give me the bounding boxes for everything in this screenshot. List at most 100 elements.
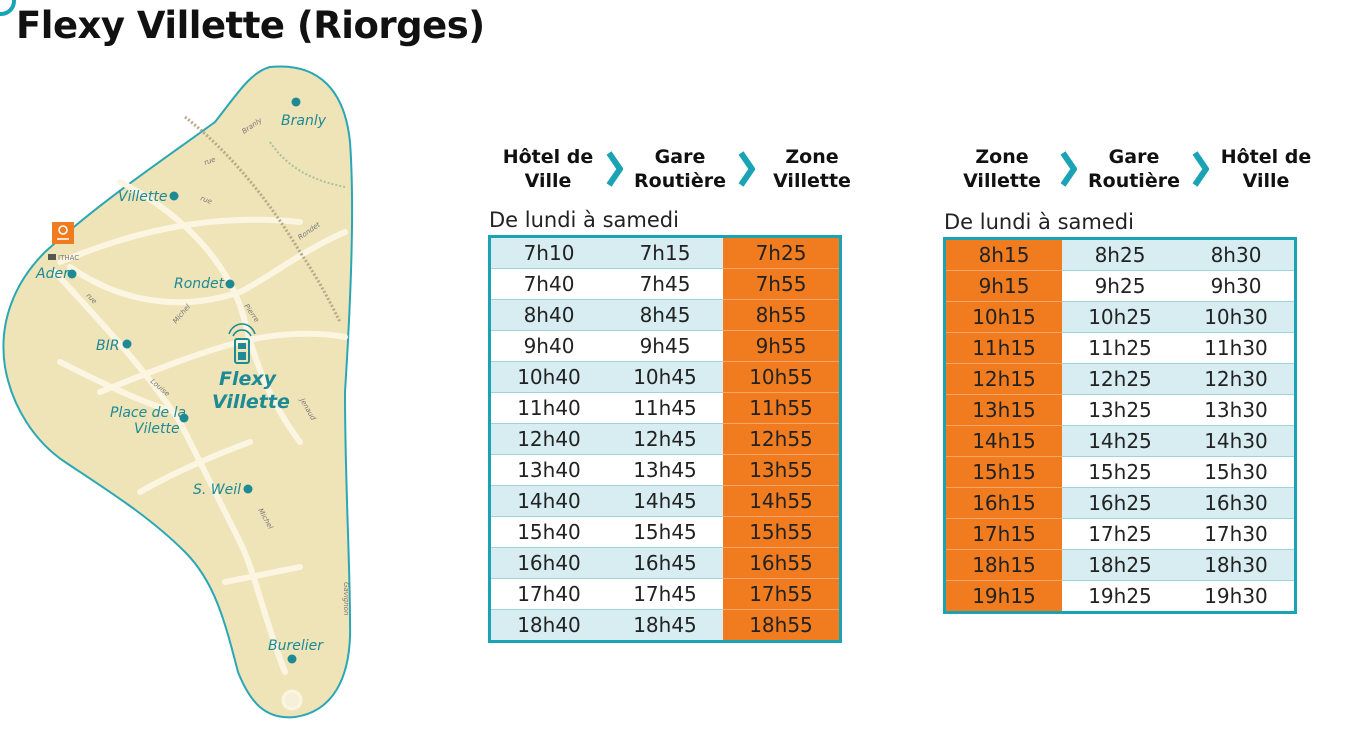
page-title: Flexy Villette (Riorges) — [16, 4, 485, 47]
time-cell: 15h55 — [723, 516, 841, 548]
time-cell: 10h45 — [607, 361, 723, 393]
stop-burelier-dot — [287, 654, 297, 664]
time-cell: 15h15 — [944, 456, 1062, 488]
chevron-right-icon — [1190, 149, 1210, 189]
table-row: 10h40 10h45 10h55 — [489, 361, 841, 393]
table1-header: Hôtel de Ville Gare Routière Zone Villet… — [492, 145, 868, 193]
time-cell: 14h30 — [1178, 425, 1296, 457]
stop-branly-dot — [291, 97, 301, 107]
table1-header-col3: Zone Villette — [773, 146, 851, 192]
time-cell: 14h25 — [1062, 425, 1178, 457]
svg-text:rue: rue — [203, 155, 217, 166]
table-row: 8h15 8h25 8h30 — [944, 238, 1296, 271]
time-cell: 11h25 — [1062, 332, 1178, 364]
stop-ader-dot — [67, 269, 77, 279]
table-row: 9h15 9h25 9h30 — [944, 270, 1296, 302]
time-cell: 17h30 — [1178, 518, 1296, 550]
table2-header-col2: Gare Routière — [1088, 146, 1180, 192]
table-row: 12h40 12h45 12h55 — [489, 423, 841, 455]
stop-sweil-dot — [243, 484, 253, 494]
zone-map: Branly Villette Ader Rondet BIR Place de… — [0, 62, 370, 722]
stop-bir-dot — [122, 339, 132, 349]
table-row: 11h15 11h25 11h30 — [944, 332, 1296, 364]
time-cell: 16h25 — [1062, 487, 1178, 519]
time-cell: 12h15 — [944, 363, 1062, 395]
time-cell: 11h45 — [607, 392, 723, 424]
zone-label-villette: Villette — [212, 391, 290, 413]
table2-header: Zone Villette Gare Routière Hôtel de Vil… — [946, 145, 1322, 193]
time-cell: 17h15 — [944, 518, 1062, 550]
svg-text:rue: rue — [199, 194, 213, 205]
time-cell: 13h45 — [607, 454, 723, 486]
time-cell: 18h25 — [1062, 549, 1178, 581]
time-cell: 11h30 — [1178, 332, 1296, 364]
time-cell: 16h45 — [607, 547, 723, 579]
stop-rondet-label: Rondet — [174, 276, 225, 292]
time-cell: 16h15 — [944, 487, 1062, 519]
time-cell: 12h55 — [723, 423, 841, 455]
time-cell: 9h15 — [944, 270, 1062, 302]
table-row: 12h15 12h25 12h30 — [944, 363, 1296, 395]
time-cell: 19h25 — [1062, 580, 1178, 613]
corner-decoration — [0, 0, 16, 16]
time-cell: 19h15 — [944, 580, 1062, 613]
table-row: 10h15 10h25 10h30 — [944, 301, 1296, 333]
stop-place-villette-dot — [179, 413, 189, 423]
table-row: 7h10 7h15 7h25 — [489, 236, 841, 269]
stop-rondet-dot — [225, 279, 235, 289]
time-cell: 16h30 — [1178, 487, 1296, 519]
time-cell: 13h30 — [1178, 394, 1296, 426]
time-cell: 7h45 — [607, 268, 723, 300]
stop-place-label-1: Place de la — [110, 405, 186, 421]
time-cell: 11h40 — [489, 392, 607, 424]
table2-subtitle: De lundi à samedi — [944, 210, 1134, 234]
time-cell: 8h25 — [1062, 238, 1178, 271]
table-row: 17h15 17h25 17h30 — [944, 518, 1296, 550]
table1-header-col1: Hôtel de Ville — [502, 146, 594, 192]
zone-area — [2, 65, 354, 719]
time-cell: 14h15 — [944, 425, 1062, 457]
chevron-right-icon — [1058, 149, 1078, 189]
time-cell: 9h40 — [489, 330, 607, 362]
table-row: 7h40 7h45 7h55 — [489, 268, 841, 300]
time-cell: 15h25 — [1062, 456, 1178, 488]
ithac-logo: ITHAC — [48, 222, 79, 262]
time-cell: 17h25 — [1062, 518, 1178, 550]
time-cell: 9h55 — [723, 330, 841, 362]
table-row: 9h40 9h45 9h55 — [489, 330, 841, 362]
table-row: 17h40 17h45 17h55 — [489, 578, 841, 610]
time-cell: 17h55 — [723, 578, 841, 610]
time-cell: 8h40 — [489, 299, 607, 331]
time-cell: 18h45 — [607, 609, 723, 642]
time-cell: 13h40 — [489, 454, 607, 486]
time-cell: 17h40 — [489, 578, 607, 610]
time-cell: 14h40 — [489, 485, 607, 517]
time-cell: 7h10 — [489, 236, 607, 269]
table-row: 19h15 19h25 19h30 — [944, 580, 1296, 613]
time-cell: 10h40 — [489, 361, 607, 393]
stop-sweil-label: S. Weil — [193, 482, 241, 498]
time-cell: 9h30 — [1178, 270, 1296, 302]
time-cell: 12h25 — [1062, 363, 1178, 395]
time-cell: 11h15 — [944, 332, 1062, 364]
time-cell: 15h40 — [489, 516, 607, 548]
time-cell: 14h45 — [607, 485, 723, 517]
time-cell: 16h55 — [723, 547, 841, 579]
table-row: 18h15 18h25 18h30 — [944, 549, 1296, 581]
time-cell: 12h30 — [1178, 363, 1296, 395]
table-row: 15h40 15h45 15h55 — [489, 516, 841, 548]
time-cell: 10h15 — [944, 301, 1062, 333]
time-cell: 8h15 — [944, 238, 1062, 271]
time-cell: 8h45 — [607, 299, 723, 331]
time-cell: 9h25 — [1062, 270, 1178, 302]
map-svg: Branly Villette Ader Rondet BIR Place de… — [2, 65, 354, 719]
chevron-right-icon — [736, 149, 756, 189]
table-row: 11h40 11h45 11h55 — [489, 392, 841, 424]
stop-branly-label: Branly — [281, 113, 327, 129]
zone-label-flexy: Flexy — [219, 368, 278, 390]
table-row: 16h15 16h25 16h30 — [944, 487, 1296, 519]
stop-bir-label: BIR — [96, 338, 119, 354]
time-cell: 10h55 — [723, 361, 841, 393]
time-cell: 8h55 — [723, 299, 841, 331]
table-row: 15h15 15h25 15h30 — [944, 456, 1296, 488]
